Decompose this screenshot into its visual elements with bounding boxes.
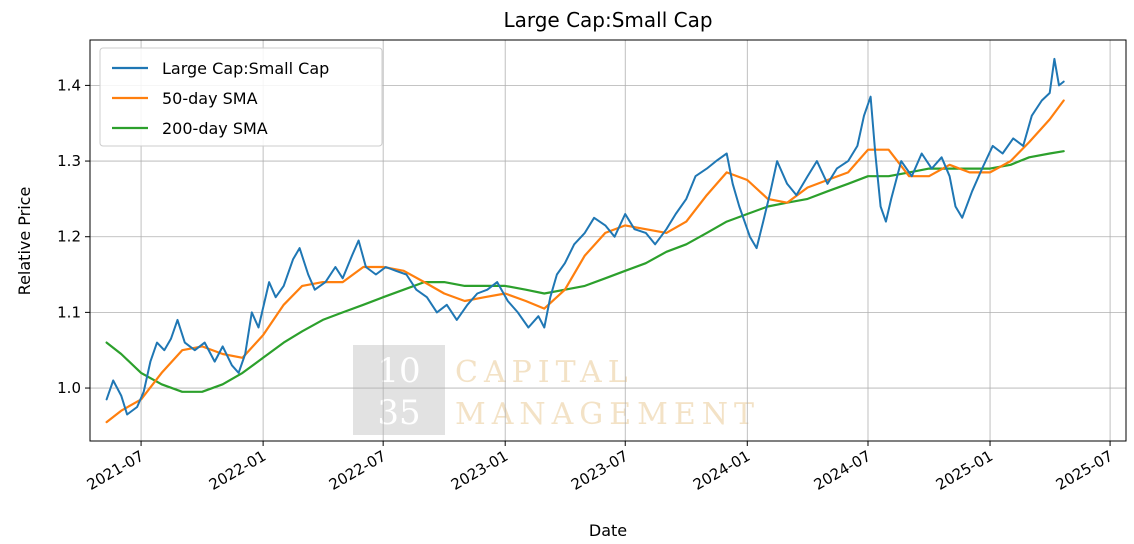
- watermark: 10 35 CAPITAL MANAGEMENT: [353, 345, 760, 435]
- chart-title: Large Cap:Small Cap: [503, 8, 712, 32]
- series-line-large-cap-small-cap: [105, 57, 1065, 416]
- y-tick-label: 1.1: [57, 303, 81, 321]
- x-tick-label: 2024-07: [811, 447, 874, 494]
- x-tick-label: 2021-07: [84, 447, 147, 494]
- legend-label-200-day-sma: 200-day SMA: [162, 119, 268, 138]
- y-axis-ticks: 1.0 1.1 1.2 1.3 1.4: [57, 76, 90, 397]
- x-axis-label: Date: [589, 521, 627, 540]
- x-tick-label: 2025-01: [933, 447, 996, 494]
- x-axis-ticks: 2021-07 2022-01 2022-07 2023-01 2023-07 2024-…: [84, 441, 1116, 494]
- series-line-50-day-sma: [105, 99, 1065, 424]
- x-tick-label: 2023-01: [448, 447, 511, 494]
- x-tick-label: 2024-01: [690, 447, 753, 494]
- legend-label-50-day-sma: 50-day SMA: [162, 89, 258, 108]
- series-lines: [105, 57, 1065, 424]
- y-tick-label: 1.4: [57, 76, 81, 94]
- y-axis-label: Relative Price: [15, 187, 34, 296]
- y-tick-label: 1.0: [57, 379, 81, 397]
- legend-label-large-cap-small-cap: Large Cap:Small Cap: [162, 59, 329, 78]
- watermark-line2: MANAGEMENT: [455, 397, 760, 432]
- watermark-line1: CAPITAL: [455, 355, 634, 390]
- x-tick-label: 2022-01: [206, 447, 269, 494]
- plot-frame: [89, 39, 1127, 442]
- x-tick-label: 2025-07: [1053, 447, 1116, 494]
- legend-box: [99, 47, 383, 147]
- watermark-logo-bottom: 35: [377, 393, 420, 433]
- watermark-logo-box: [353, 345, 445, 435]
- x-tick-label: 2022-07: [326, 447, 389, 494]
- watermark-logo-top: 10: [377, 351, 420, 391]
- y-tick-label: 1.3: [57, 152, 81, 170]
- legend: Large Cap:Small Cap 50-day SMA 200-day S…: [99, 47, 383, 147]
- y-tick-label: 1.2: [57, 228, 81, 246]
- x-tick-label: 2023-07: [568, 447, 631, 494]
